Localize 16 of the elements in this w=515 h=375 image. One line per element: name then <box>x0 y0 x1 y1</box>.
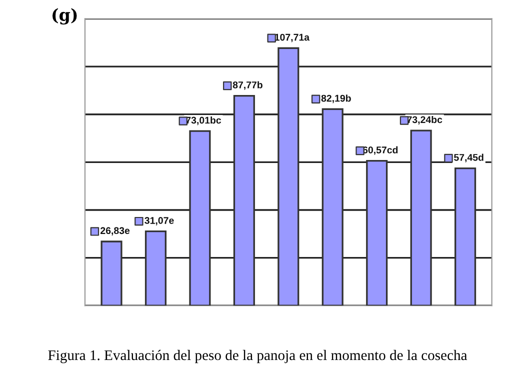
bar <box>366 160 388 306</box>
bar <box>189 130 211 306</box>
bar <box>233 94 255 306</box>
data-label: 57,45d <box>454 154 484 162</box>
bar <box>322 108 344 306</box>
data-label: 26,83e <box>100 227 130 236</box>
bar <box>410 130 432 306</box>
text: Figura 1. Evaluación del peso de la panoja en el momento de la cosecha <box>48 350 468 364</box>
bar <box>278 47 300 306</box>
y-axis-title: (g) <box>52 8 77 24</box>
data-label: 87,77b <box>232 81 262 90</box>
bar <box>144 230 167 306</box>
data-label: 82,19b <box>321 94 351 104</box>
bar <box>100 240 122 306</box>
bar <box>454 167 476 306</box>
data-label: 31,07e <box>144 217 174 226</box>
